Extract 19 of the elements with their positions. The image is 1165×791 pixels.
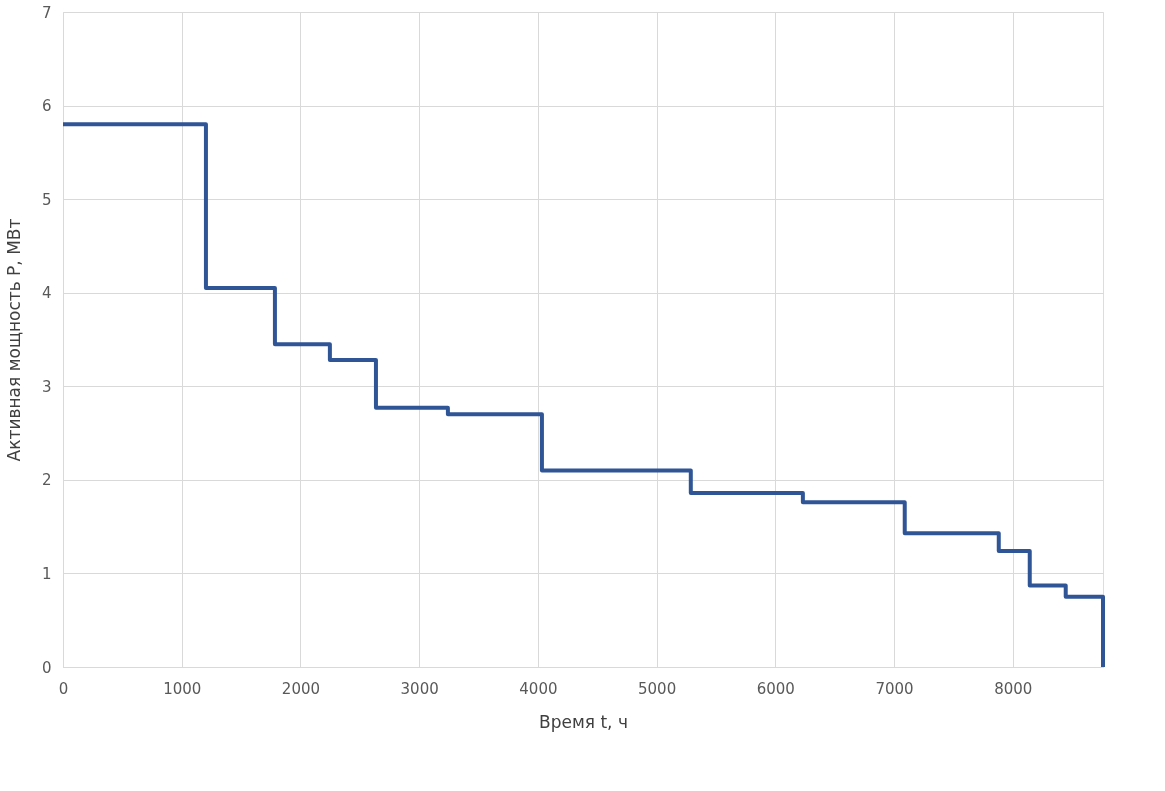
y-tick-label: 0 [41, 658, 52, 677]
y-tick-label: 1 [41, 564, 52, 583]
y-tick-label: 6 [41, 97, 52, 116]
x-tick-label: 1000 [163, 679, 202, 698]
x-axis-title: Время t, ч [539, 711, 628, 732]
x-tick-label: 3000 [400, 679, 439, 698]
x-tick-label: 4000 [519, 679, 558, 698]
y-axis-title: Активная мощность P, МВт [3, 218, 24, 462]
y-tick-label: 5 [41, 190, 52, 209]
x-tick-label: 0 [58, 679, 69, 698]
y-tick-label: 4 [41, 284, 52, 303]
y-tick-label: 7 [41, 3, 52, 22]
x-tick-label: 8000 [994, 679, 1033, 698]
x-tick-label: 7000 [875, 679, 914, 698]
x-tick-label: 6000 [756, 679, 795, 698]
x-tick-label: 5000 [638, 679, 677, 698]
y-tick-label: 2 [41, 471, 52, 490]
x-tick-label: 2000 [281, 679, 321, 698]
y-tick-label: 3 [41, 377, 52, 396]
